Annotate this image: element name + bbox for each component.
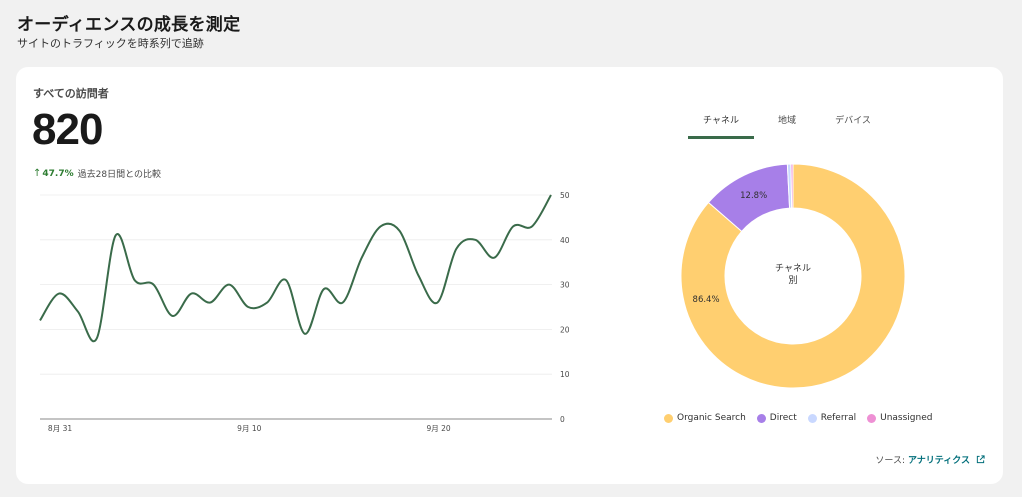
tab-device[interactable]: デバイス [835,116,871,126]
legend-item[interactable]: Unassigned [867,413,932,423]
source-label: ソース: [875,456,905,466]
donut-legend: Organic Search Direct Referral Unassigned [664,413,943,423]
arrow-up-icon: ↑ [33,168,42,179]
page-title: オーディエンスの成長を測定 [17,15,241,35]
legend-item[interactable]: Organic Search [664,413,746,423]
slice-unassigned[interactable] [790,163,794,209]
x-tick-label: 8月 31 [48,424,72,432]
legend-label: Organic Search [677,413,746,423]
y-tick-label: 0 [560,415,565,424]
legend-item[interactable]: Referral [807,413,857,423]
visitors-series-line [39,194,552,343]
external-link-icon[interactable] [976,455,985,464]
change-text: 過去28日間との比較 [77,170,161,180]
slice-organic-search[interactable] [680,163,906,389]
legend-label: Unassigned [880,413,933,423]
change-percent: 47.7% [42,168,74,179]
y-tick-label: 50 [560,191,570,200]
visitors-line-chart: 0 10 20 30 40 50 8月 31 9月 10 9月 20 [39,191,570,432]
donut-center-label: チャネル 別 [743,263,843,287]
breakdown-tabs: チャネル 地域 デバイス [688,113,886,139]
y-tick-label: 40 [560,236,570,245]
y-tick-label: 30 [560,281,570,290]
x-tick-label: 9月 10 [237,424,261,432]
legend-label: Direct [769,413,797,423]
tab-channel[interactable]: チャネル [688,113,754,139]
legend-swatch [756,413,766,423]
slice-data-label: 86.4% [693,295,720,305]
legend-item[interactable]: Direct [756,413,797,423]
legend-swatch [807,413,817,423]
donut-center-line2: 別 [788,276,798,286]
legend-swatch [664,413,673,423]
card-heading: すべての訪問者 [33,87,109,100]
x-tick-label: 9月 20 [426,424,450,432]
slice-data-label: 12.8% [740,191,767,201]
donut-center-line1: チャネル [775,264,811,274]
y-tick-label: 20 [560,325,570,334]
y-tick-label: 10 [560,370,570,379]
legend-swatch [867,413,877,423]
channel-donut-chart: 86.4% 12.8% [680,163,906,389]
visitor-total: 820 [32,105,103,154]
analytics-link[interactable]: アナリティクス [907,456,970,466]
legend-label: Referral [820,413,857,423]
source-row: ソース: アナリティクス [875,453,985,466]
change-row: ↑ 47.7% 過去28日間との比較 [33,167,161,180]
audience-card: すべての訪問者 820 ↑ 47.7% 過去28日間との比較 0 10 20 30 40… [16,67,1003,484]
tab-region[interactable]: 地域 [777,116,796,126]
page-subtitle: サイトのトラフィックを時系列で追跡 [17,37,204,50]
